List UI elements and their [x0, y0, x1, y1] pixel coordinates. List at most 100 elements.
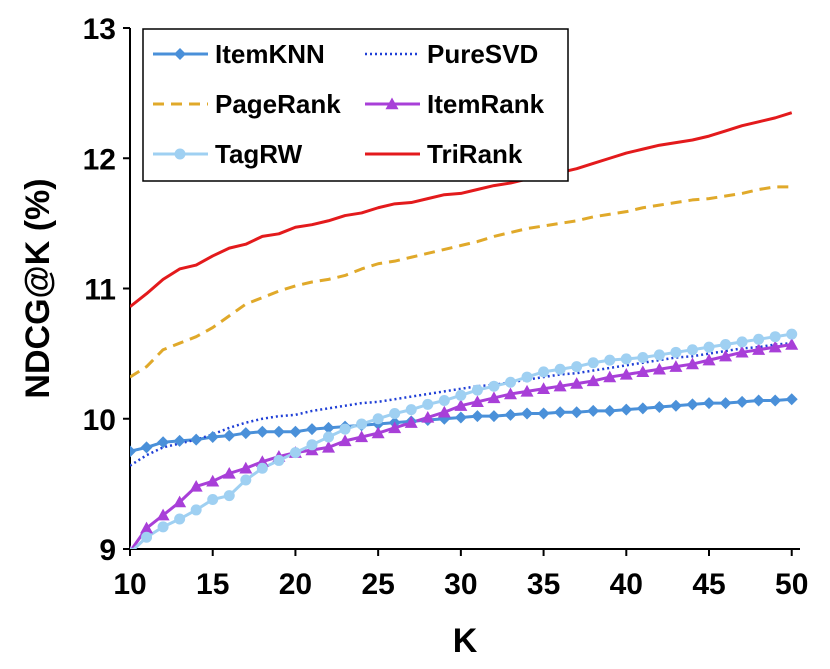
data-point-itemknn: [620, 403, 633, 416]
data-point-itemrank: [785, 338, 799, 350]
data-point-itemrank: [421, 410, 435, 423]
data-point-tagrw: [786, 328, 798, 340]
data-point-itemrank: [685, 357, 699, 370]
data-point-tagrw: [372, 413, 384, 425]
data-point-itemrank: [619, 367, 633, 380]
data-point-itemknn: [272, 425, 285, 438]
data-point-tagrw: [273, 454, 285, 466]
data-point-itemknn: [570, 406, 583, 419]
data-point-itemrank: [156, 508, 170, 521]
x-tick-label: 15: [196, 568, 229, 601]
x-axis-title: K: [453, 622, 478, 660]
series-line-pagerank: [130, 185, 792, 379]
data-point-itemknn: [686, 398, 699, 411]
data-point-itemknn: [322, 421, 335, 434]
data-point-itemknn: [636, 402, 649, 415]
data-point-itemrank: [702, 353, 716, 366]
legend-marker-itemrank: [385, 97, 399, 110]
data-point-tagrw: [504, 376, 516, 388]
data-point-itemknn: [504, 408, 517, 421]
data-point-tagrw: [240, 474, 252, 486]
data-point-tagrw: [141, 531, 153, 543]
data-point-itemrank: [371, 426, 385, 439]
data-point-tagrw: [686, 344, 698, 356]
legend-label-itemrank: ItemRank: [427, 89, 545, 119]
data-point-itemrank: [388, 421, 402, 434]
data-point-itemrank: [768, 340, 782, 353]
legend: ItemKNN PureSVD PageRank ItemRank TagRW TriRa…: [142, 28, 569, 182]
data-point-tagrw: [306, 439, 318, 451]
data-point-itemrank: [752, 343, 766, 355]
data-point-tagrw: [223, 490, 235, 502]
legend-label-pagerank: PageRank: [215, 89, 341, 119]
legend-marker-itemknn: [174, 48, 186, 60]
y-tick-label: 10: [83, 404, 116, 437]
data-point-tagrw: [323, 431, 335, 443]
data-point-tagrw: [157, 521, 169, 533]
y-tick-label: 13: [83, 13, 116, 46]
data-point-itemrank: [404, 416, 418, 428]
x-tick-label: 40: [610, 568, 643, 601]
legend-label-itemknn: ItemKNN: [215, 39, 325, 69]
data-point-tagrw: [554, 363, 566, 375]
series-line-itemrank: [130, 343, 792, 549]
data-point-itemrank: [222, 466, 236, 479]
data-point-itemknn: [769, 394, 782, 407]
data-point-itemknn: [752, 394, 765, 407]
data-point-itemrank: [239, 461, 253, 474]
data-point-itemrank: [586, 374, 600, 387]
data-point-itemrank: [454, 399, 468, 411]
data-point-itemrank: [652, 362, 666, 375]
data-point-itemknn: [289, 425, 302, 438]
data-point-itemknn: [719, 397, 732, 410]
data-point-itemknn: [554, 406, 567, 419]
legend-label-trirank: TriRank: [427, 139, 523, 169]
legend-label-tagrw: TagRW: [215, 139, 303, 169]
data-point-itemknn: [736, 395, 749, 408]
x-tick-label: 20: [279, 568, 312, 601]
data-point-tagrw: [289, 447, 301, 459]
y-axis-title: NDCG@K (%): [19, 178, 57, 398]
data-point-tagrw: [207, 494, 219, 506]
legend-box: [142, 28, 569, 182]
data-point-itemknn: [587, 404, 600, 417]
legend-label-puresvd: PureSVD: [427, 39, 538, 69]
data-point-itemrank: [570, 377, 584, 389]
data-point-itemrank: [173, 495, 187, 508]
series-markers: [130, 328, 799, 549]
data-point-tagrw: [471, 384, 483, 396]
data-point-itemknn: [223, 429, 236, 442]
data-point-tagrw: [174, 513, 186, 525]
series-line-trirank: [130, 111, 793, 308]
data-point-itemrank: [437, 405, 451, 418]
data-point-tagrw: [736, 336, 748, 348]
x-tick-label: 30: [444, 568, 477, 601]
series-line-puresvd: [130, 341, 792, 467]
y-tick-label: 11: [84, 274, 116, 307]
data-point-tagrw: [455, 389, 467, 401]
data-point-itemrank: [355, 430, 369, 443]
data-point-tagrw: [521, 371, 533, 383]
data-point-itemrank: [636, 365, 650, 378]
data-point-itemknn: [471, 410, 484, 423]
data-point-itemknn: [130, 445, 136, 458]
data-point-tagrw: [587, 357, 599, 369]
data-point-itemrank: [322, 440, 336, 453]
data-point-tagrw: [130, 547, 134, 549]
data-point-itemknn: [669, 399, 682, 412]
data-point-itemrank: [553, 379, 567, 392]
data-point-itemknn: [487, 410, 500, 423]
data-point-tagrw: [653, 349, 665, 361]
x-tick-label: 35: [527, 568, 560, 601]
data-point-itemrank: [470, 395, 484, 408]
data-point-itemrank: [206, 474, 220, 487]
data-point-itemknn: [239, 427, 252, 440]
data-point-tagrw: [405, 404, 417, 416]
data-point-tagrw: [753, 333, 765, 345]
data-point-itemrank: [603, 370, 617, 383]
data-point-itemknn: [653, 401, 666, 414]
data-point-tagrw: [190, 504, 202, 516]
